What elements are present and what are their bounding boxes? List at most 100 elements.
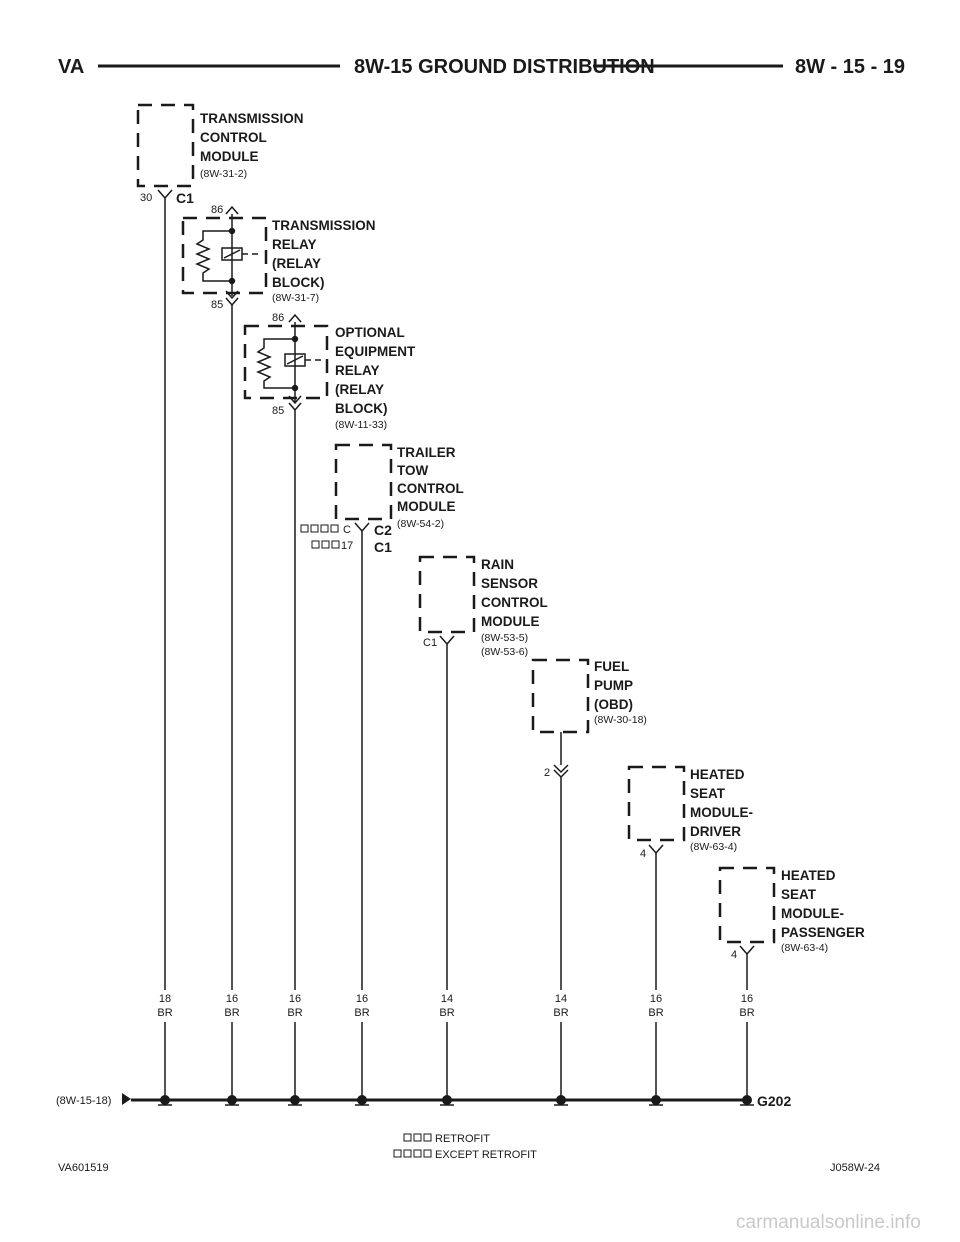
splice-dots: [160, 1095, 752, 1105]
seat-driver-label-line-4: DRIVER: [690, 824, 741, 839]
opt-relay-ref: (8W-11-33): [335, 419, 387, 431]
legend-icon-retrofit: [311, 540, 340, 549]
wire-5-gauge: 14: [441, 993, 453, 1005]
rain-label-line-2: SENSOR: [481, 576, 538, 591]
trailer-pin-retrofit: 17: [341, 540, 353, 552]
trailer-tow-control-module: TRAILER TOW CONTROL MODULE (8W-54-2) C 1…: [300, 443, 464, 555]
legend: RETROFIT EXCEPT RETROFIT: [393, 1133, 537, 1161]
fuel-pump: FUEL PUMP (OBD) (8W-30-18) 2: [531, 658, 647, 779]
opt-relay-label-line-5: BLOCK): [335, 401, 388, 416]
tcm-box: [136, 103, 195, 188]
trailer-connector-except: C2: [374, 522, 392, 538]
ground-ref-arrow-icon: [122, 1093, 131, 1105]
wire-8-gauge: 16: [741, 993, 753, 1005]
opt-relay-pin-bottom: 85: [272, 405, 284, 417]
trailer-terminal-icon: [354, 522, 370, 533]
trans-relay-label-line-3: (RELAY: [272, 256, 321, 271]
ground-label: G202: [757, 1093, 791, 1109]
seat-driver-pin: 4: [640, 848, 646, 860]
footer-drawing-id: J058W-24: [830, 1162, 880, 1174]
trailer-connector-retrofit: C1: [374, 539, 392, 555]
wire-7-gauge: 16: [650, 993, 662, 1005]
rain-connector: C1: [423, 637, 437, 649]
rain-ref-1: (8W-53-5): [481, 632, 528, 644]
wire-conductors: [164, 198, 748, 1100]
opt-relay-top-terminal-icon: [288, 313, 302, 323]
transmission-relay: 86 TRANSMISSION RELAY (RELAY BLOCK) (8W-…: [181, 204, 376, 311]
seat-driver-ref: (8W-63-4): [690, 841, 737, 853]
seat-pass-pin: 4: [731, 949, 737, 961]
transmission-control-module: TRANSMISSION CONTROL MODULE (8W-31-2) 30…: [136, 103, 304, 206]
wire-5-color: BR: [439, 1007, 454, 1019]
opt-relay-label-line-2: EQUIPMENT: [335, 344, 416, 359]
watermark: carmanualsonline.info: [736, 1212, 921, 1233]
header-model: VA: [58, 56, 84, 78]
seat-pass-label-line-4: PASSENGER: [781, 925, 865, 940]
seat-driver-label-line-1: HEATED: [690, 767, 745, 782]
ground-ref: (8W-15-18): [56, 1095, 111, 1107]
trans-relay-label-line-1: TRANSMISSION: [272, 218, 376, 233]
trans-relay-pin-top: 86: [211, 204, 223, 216]
optional-equipment-relay: 86 OPTIONAL EQUIPMENT RELAY (RELAY BLOCK…: [243, 312, 416, 431]
footer-figure-id: VA601519: [58, 1162, 109, 1174]
trans-relay-box: [181, 216, 268, 295]
fuel-terminal-icon: [553, 764, 569, 779]
opt-relay-label-line-3: RELAY: [335, 363, 380, 378]
seat-driver-terminal-icon: [648, 844, 664, 855]
trailer-ref: (8W-54-2): [397, 518, 444, 530]
heated-seat-module-passenger: HEATED SEAT MODULE- PASSENGER (8W-63-4) …: [718, 866, 865, 961]
trailer-label-line-2: TOW: [397, 463, 429, 478]
fuel-label-line-2: PUMP: [594, 678, 633, 693]
wire-2-color: BR: [224, 1007, 239, 1019]
wire-3-color: BR: [287, 1007, 302, 1019]
wire-7-color: BR: [648, 1007, 663, 1019]
tcm-label-line-1: TRANSMISSION: [200, 111, 304, 126]
wire-1-color: BR: [157, 1007, 172, 1019]
wire-8-color: BR: [739, 1007, 754, 1019]
splice-dot-3: [290, 1095, 300, 1105]
fuel-label-line-1: FUEL: [594, 659, 629, 674]
page-number: 8W - 15 - 19: [795, 56, 905, 78]
splice-dot-6: [556, 1095, 566, 1105]
seat-driver-label-line-3: MODULE-: [690, 805, 753, 820]
tcm-label-line-3: MODULE: [200, 149, 259, 164]
wire-4-color: BR: [354, 1007, 369, 1019]
page-title: 8W-15 GROUND DISTRIBUTION: [354, 56, 655, 78]
opt-relay-coil-icon: [256, 322, 321, 405]
rain-label-line-1: RAIN: [481, 557, 514, 572]
wire-3-gauge: 16: [289, 993, 301, 1005]
trailer-label-line-4: MODULE: [397, 499, 456, 514]
ground-bus: (8W-15-18) G202: [56, 1093, 791, 1109]
splice-dot-5: [442, 1095, 452, 1105]
splice-dot-1: [160, 1095, 170, 1105]
tcm-connector: C1: [176, 190, 194, 206]
trans-relay-top-terminal-icon: [225, 205, 239, 215]
fuel-label-line-3: (OBD): [594, 697, 633, 712]
trailer-pin-except: C: [343, 524, 351, 536]
trans-relay-label-line-2: RELAY: [272, 237, 317, 252]
splice-dot-4: [357, 1095, 367, 1105]
seat-pass-box: [718, 866, 776, 944]
wire-4-gauge: 16: [356, 993, 368, 1005]
seat-driver-label-line-2: SEAT: [690, 786, 726, 801]
wire-6-gauge: 14: [555, 993, 567, 1005]
fuel-pin: 2: [544, 767, 550, 779]
seat-pass-ref: (8W-63-4): [781, 942, 828, 954]
seat-driver-box: [627, 765, 686, 842]
wire-labels: 18 BR 16 BR 16 BR 16 BR 14 BR 14 BR 16 B…: [157, 993, 754, 1019]
opt-relay-label-line-1: OPTIONAL: [335, 325, 405, 340]
ground-point-dot: [742, 1095, 752, 1105]
seat-pass-label-line-1: HEATED: [781, 868, 836, 883]
trans-relay-label-line-4: BLOCK): [272, 275, 325, 290]
trailer-label-line-3: CONTROL: [397, 481, 464, 496]
opt-relay-pin-top: 86: [272, 312, 284, 324]
tcm-pin: 30: [140, 192, 152, 204]
opt-relay-box: [243, 324, 329, 400]
trailer-box: [334, 443, 393, 521]
trans-relay-coil-icon: [195, 214, 258, 300]
trailer-label-line-1: TRAILER: [397, 445, 456, 460]
legend-retrofit-squares-icon: [403, 1133, 432, 1142]
seat-pass-label-line-3: MODULE-: [781, 906, 844, 921]
splice-dot-2: [227, 1095, 237, 1105]
